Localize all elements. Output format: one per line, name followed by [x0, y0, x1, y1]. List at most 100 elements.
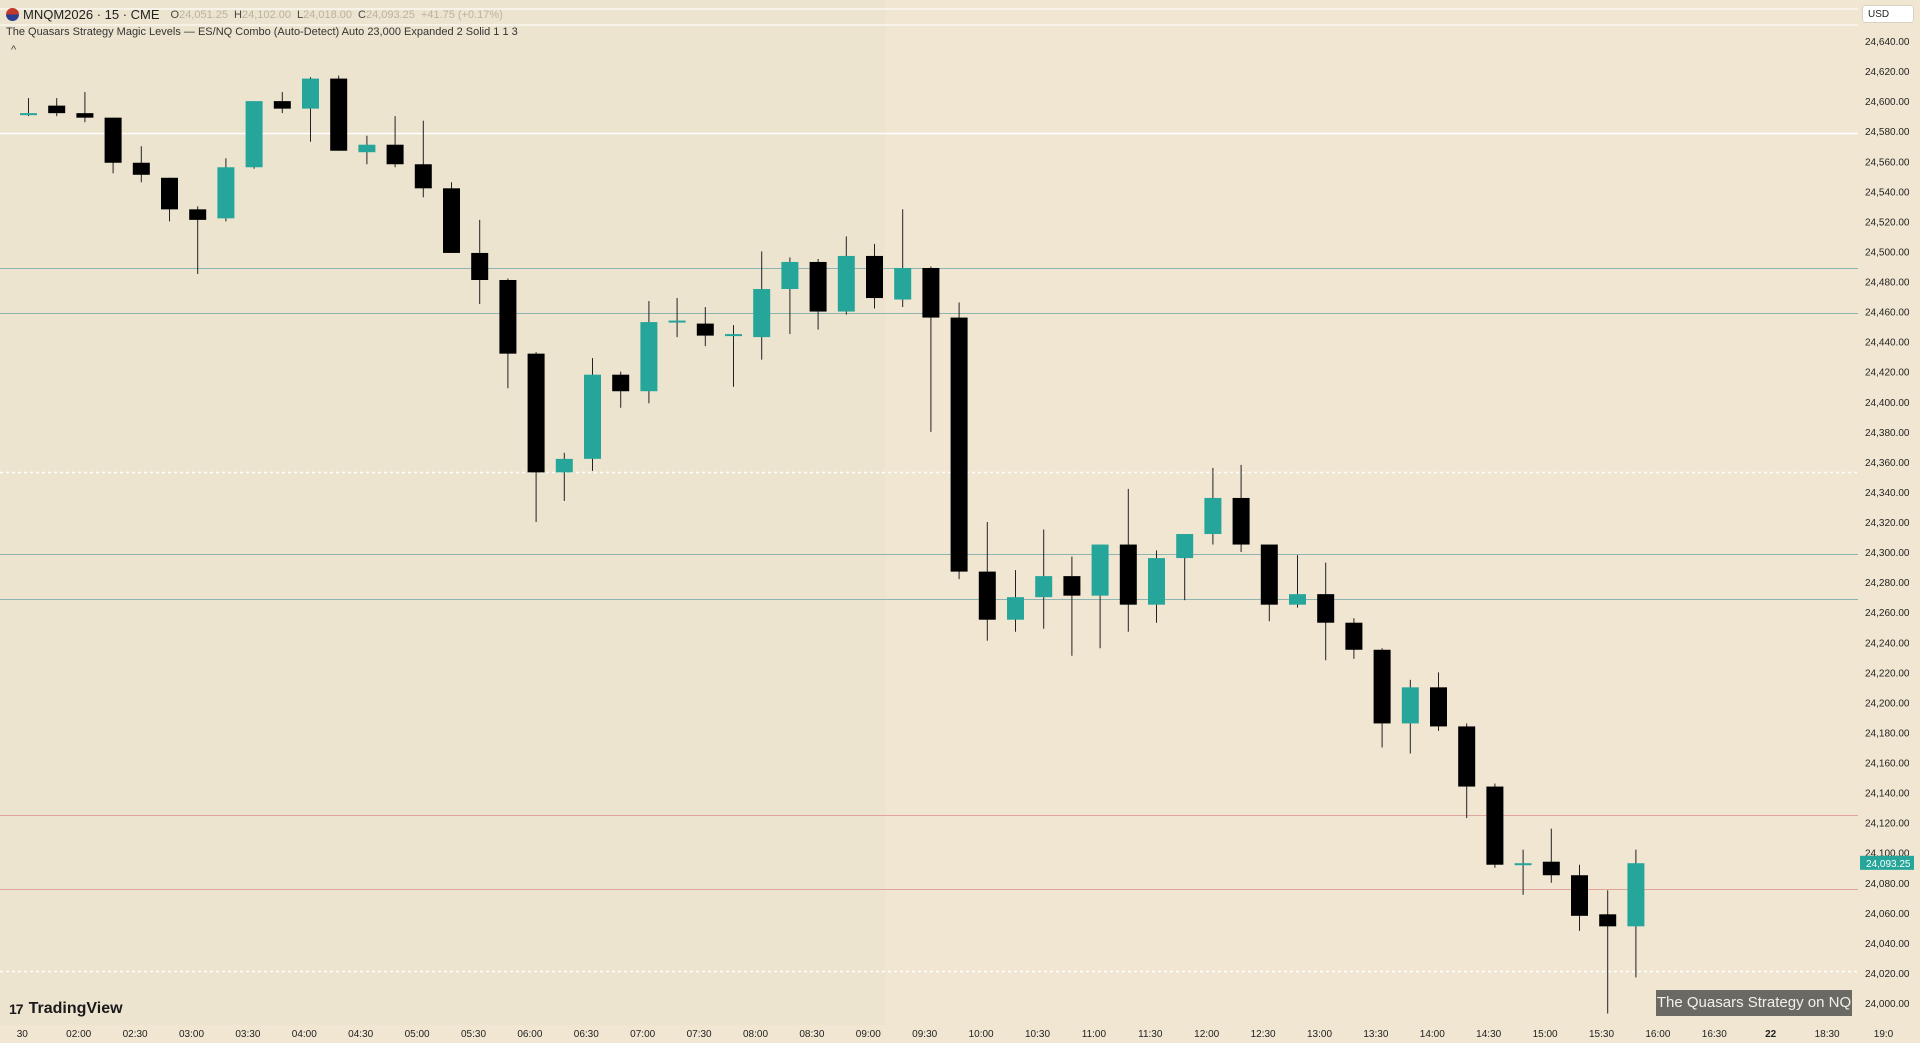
candle-body-13	[386, 144, 404, 165]
candle-body-22	[640, 322, 658, 392]
x-tick-label: 09:30	[912, 1029, 937, 1040]
candle-body-52	[1486, 786, 1504, 865]
strategy-watermark: The Quasars Strategy on NQ	[1656, 990, 1852, 1016]
y-tick-label: 24,480.00	[1865, 278, 1910, 289]
y-tick-label: 24,380.00	[1865, 428, 1910, 439]
x-tick-label: 12:00	[1194, 1029, 1219, 1040]
candle-body-24	[696, 323, 714, 336]
y-tick-label: 24,500.00	[1865, 247, 1910, 258]
candle-body-23	[668, 320, 686, 323]
x-tick-label: 07:00	[630, 1029, 655, 1040]
x-tick-label: 11:30	[1138, 1029, 1163, 1040]
candle-body-31	[894, 267, 912, 300]
y-tick-label: 24,620.00	[1865, 67, 1910, 78]
close-value: 24,093.25	[365, 8, 415, 21]
candle-body-9	[273, 101, 291, 109]
x-tick-label: 16:30	[1702, 1029, 1727, 1040]
y-tick-label: 24,560.00	[1865, 157, 1910, 168]
us-flag-icon	[6, 8, 19, 21]
candle-body-38	[1091, 544, 1109, 596]
candle-body-56	[1599, 914, 1617, 927]
tradingview-logo-text: TradingView	[28, 1000, 123, 1017]
x-tick-label: 22	[1765, 1029, 1777, 1040]
chevron-up-icon[interactable]: ^	[11, 44, 17, 56]
y-tick-label: 24,580.00	[1865, 127, 1910, 138]
y-tick-label: 24,160.00	[1865, 759, 1910, 770]
candle-body-18	[527, 353, 545, 473]
candle-body-44	[1260, 544, 1278, 605]
candle-body-41	[1176, 534, 1194, 559]
candle-body-27	[781, 261, 799, 290]
candle-body-16	[471, 252, 489, 280]
y-tick-label: 24,320.00	[1865, 518, 1910, 529]
candle-body-35	[1007, 597, 1024, 620]
x-tick-label: 05:00	[405, 1029, 430, 1040]
x-tick-label: 09:00	[856, 1029, 881, 1040]
y-tick-label: 24,040.00	[1865, 939, 1910, 950]
candle-body-42	[1204, 497, 1222, 535]
candle-body-14	[414, 164, 432, 189]
candle-body-47	[1345, 622, 1363, 650]
low-value: 24,018.00	[303, 8, 352, 21]
candle-body-30	[866, 255, 883, 299]
candle-body-33	[950, 317, 968, 572]
tradingview-logo[interactable]: 17 TradingView	[9, 999, 123, 1019]
candle-body-54	[1542, 861, 1560, 876]
candle-body-15	[443, 188, 460, 253]
y-tick-label: 24,020.00	[1865, 969, 1910, 980]
y-tick-label: 24,600.00	[1865, 97, 1910, 108]
y-tick-label: 24,300.00	[1865, 548, 1910, 559]
candle-body-51	[1458, 726, 1476, 787]
y-tick-label: 24,640.00	[1865, 37, 1910, 48]
y-tick-label: 24,460.00	[1865, 308, 1910, 319]
candle-body-11	[330, 78, 348, 151]
x-tick-label: 10:00	[969, 1029, 994, 1040]
candle-body-32	[922, 267, 940, 318]
x-tick-label: 16:00	[1645, 1029, 1670, 1040]
candle-body-37	[1063, 576, 1081, 596]
chart-header: MNQM2026 · 15 · CME O 24,051.25 H 24,102.0…	[0, 0, 1860, 56]
x-tick-label: 30	[17, 1029, 29, 1040]
currency-button[interactable]: USD	[1862, 5, 1914, 23]
candle-body-2	[76, 113, 94, 118]
y-tick-label: 24,120.00	[1865, 819, 1910, 830]
candle-body-21	[612, 374, 630, 392]
x-tick-label: 14:30	[1476, 1029, 1501, 1040]
candle-body-17	[499, 279, 517, 354]
candle-body-45	[1289, 594, 1306, 605]
candle-body-46	[1317, 594, 1335, 623]
candle-body-28	[809, 261, 827, 312]
x-tick-label: 08:00	[743, 1029, 768, 1040]
high-key: H	[234, 8, 242, 21]
y-tick-label: 24,100.00	[1865, 849, 1910, 860]
candle-body-25	[725, 334, 742, 337]
y-tick-label: 24,540.00	[1865, 187, 1910, 198]
x-tick-label: 13:00	[1307, 1029, 1332, 1040]
symbol-label[interactable]: MNQM2026 · 15 · CME	[23, 7, 160, 22]
x-tick-label: 19:0	[1874, 1029, 1894, 1040]
candle-body-36	[1035, 576, 1053, 598]
candle-body-6	[189, 209, 207, 220]
x-tick-label: 03:00	[179, 1029, 204, 1040]
x-tick-label: 13:30	[1363, 1029, 1388, 1040]
y-tick-label: 24,420.00	[1865, 368, 1910, 379]
x-tick-label: 15:30	[1589, 1029, 1614, 1040]
y-tick-label: 24,360.00	[1865, 458, 1910, 469]
last-price-label: 24,093.25	[1866, 859, 1911, 870]
y-tick-label: 24,060.00	[1865, 909, 1910, 920]
x-tick-label: 15:00	[1533, 1029, 1558, 1040]
y-tick-label: 24,200.00	[1865, 698, 1910, 709]
y-tick-label: 24,280.00	[1865, 578, 1910, 589]
indicator-legend[interactable]: The Quasars Strategy Magic Levels — ES/N…	[6, 26, 518, 38]
x-tick-label: 07:30	[687, 1029, 712, 1040]
symbol-legend[interactable]: MNQM2026 · 15 · CME O 24,051.25 H 24,102.0…	[6, 7, 503, 22]
time-axis-bg	[0, 1025, 1920, 1043]
y-tick-label: 24,000.00	[1865, 999, 1910, 1010]
candle-body-20	[584, 374, 601, 459]
candle-body-0	[20, 113, 37, 116]
y-tick-label: 24,080.00	[1865, 879, 1910, 890]
low-key: L	[296, 8, 304, 21]
y-tick-label: 24,520.00	[1865, 217, 1910, 228]
y-tick-label: 24,180.00	[1865, 728, 1910, 739]
